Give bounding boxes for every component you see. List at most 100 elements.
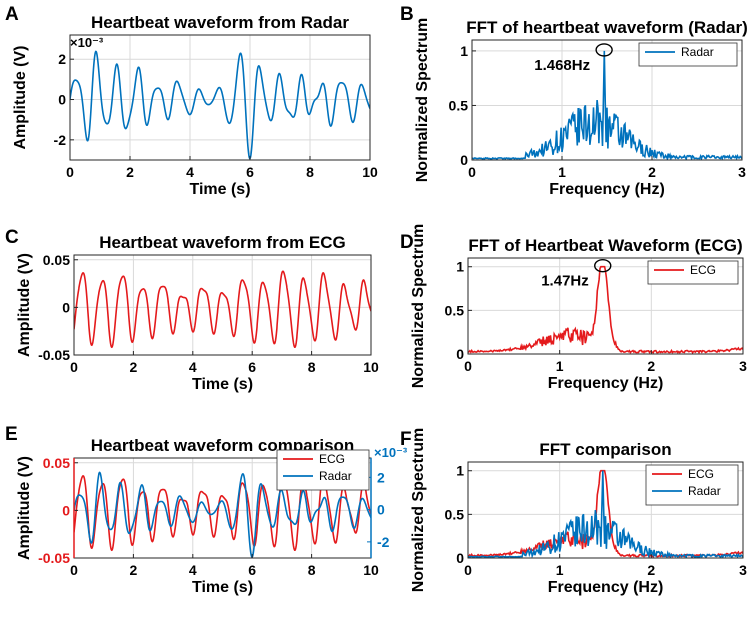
panel-a: A Heartbeat waveform from Radar 0 2 4 6 8 10 -2 0…	[5, 4, 378, 198]
legend-box	[647, 260, 739, 285]
x-axis-label: Time (s)	[192, 579, 253, 596]
panel-label: B	[400, 4, 414, 25]
y-tick-label: 0.05	[43, 455, 70, 471]
x-tick-label: 8	[306, 164, 314, 180]
right-y-tick-label: -2	[377, 534, 390, 550]
legend-box	[638, 42, 738, 67]
y-tick-label: 0	[456, 346, 464, 362]
series-line-radar	[70, 50, 370, 160]
x-axis-label: Frequency (Hz)	[548, 579, 664, 596]
legend-entry-ecg: ECG	[319, 452, 345, 466]
y-tick-label: 0.5	[449, 97, 469, 113]
panel-d: D FFT of Heartbeat Waveform (ECG) 0 1 2 3 0 0.5…	[400, 224, 747, 392]
y-tick-label: -0.05	[38, 550, 70, 566]
y-tick-label: 2	[58, 51, 66, 67]
legend: ECG	[647, 260, 739, 285]
chart-title: FFT comparison	[539, 440, 671, 459]
panel-label: C	[5, 227, 19, 248]
y-tick-label: 1	[456, 463, 464, 479]
x-tick-label: 6	[246, 164, 254, 180]
x-tick-label: 3	[739, 562, 747, 578]
axes-frame	[467, 461, 744, 559]
x-axis-label: Frequency (Hz)	[548, 375, 664, 392]
y-tick-label: -0.05	[38, 347, 70, 363]
y-axis-label: Normalized Spectrum	[410, 428, 427, 592]
x-tick-label: 1	[556, 562, 564, 578]
x-tick-label: 1	[556, 358, 564, 374]
x-tick-label: 0	[70, 359, 78, 375]
panel-label: F	[400, 429, 412, 450]
x-tick-label: 8	[308, 562, 316, 578]
panel-label: A	[5, 4, 19, 25]
x-tick-label: 3	[738, 164, 746, 180]
x-axis-label: Time (s)	[189, 181, 250, 198]
y-tick-label: 1	[460, 43, 468, 59]
chart-title: FFT of Heartbeat Waveform (ECG)	[468, 236, 742, 255]
x-tick-label: 4	[189, 562, 197, 578]
series-line-radar	[468, 470, 743, 558]
legend-entry-radar: Radar	[688, 484, 721, 498]
peak-marker	[594, 259, 612, 273]
y-tick-label: 0.05	[43, 252, 70, 268]
right-y-tick-label: 2	[377, 469, 385, 485]
chart-title: FFT of heartbeat waveform (Radar)	[466, 18, 748, 37]
y-axis-label: Normalized Spectrum	[414, 18, 431, 182]
panel-c: C Heartbeat waveform from ECG 0 2 4 6 8 10 -0.05…	[5, 227, 379, 393]
x-tick-label: 0	[70, 562, 78, 578]
x-tick-label: 2	[130, 359, 138, 375]
x-tick-label: 0	[468, 164, 476, 180]
x-tick-label: 3	[739, 358, 747, 374]
axes-frame	[73, 254, 372, 356]
y-tick-label: -2	[54, 132, 67, 148]
legend-box	[645, 464, 739, 506]
right-axis-exponent: ×10⁻³	[374, 445, 408, 460]
x-tick-label: 2	[647, 562, 655, 578]
x-tick-label: 0	[464, 562, 472, 578]
peak-marker	[595, 43, 613, 57]
panel-b: B FFT of heartbeat waveform (Radar) 0 1 2 3 0 0…	[400, 4, 748, 198]
axes-frame	[471, 39, 743, 161]
x-axis-label: Time (s)	[192, 376, 253, 393]
x-tick-label: 0	[464, 358, 472, 374]
x-tick-label: 10	[363, 359, 379, 375]
y-tick-label: 1	[456, 259, 464, 275]
y-tick-label: 0	[460, 152, 468, 168]
legend: Radar	[638, 42, 738, 67]
x-tick-label: 8	[308, 359, 316, 375]
y-tick-label: 0	[62, 299, 70, 315]
y-tick-label: 0	[62, 502, 70, 518]
chart-title: Heartbeat waveform from Radar	[91, 13, 349, 32]
y-axis-label: Amplitude (V)	[12, 46, 29, 150]
y-axis-label: Amplitude (V)	[16, 253, 33, 357]
legend: ECG Radar	[276, 449, 370, 491]
x-axis-label: Frequency (Hz)	[549, 181, 665, 198]
x-tick-label: 0	[66, 164, 74, 180]
series-line-ecg	[468, 469, 743, 558]
legend: ECG Radar	[645, 464, 739, 506]
legend-entry-ecg: ECG	[690, 263, 716, 277]
x-tick-label: 2	[648, 164, 656, 180]
x-tick-label: 2	[130, 562, 138, 578]
x-tick-label: 6	[248, 359, 256, 375]
x-tick-label: 1	[558, 164, 566, 180]
axes-frame	[467, 257, 744, 355]
x-tick-label: 10	[363, 562, 379, 578]
y-axis-label: Amplitude (V)	[16, 456, 33, 560]
x-tick-label: 6	[248, 562, 256, 578]
peak-annotation: 1.468Hz	[534, 57, 590, 74]
peak-annotation: 1.47Hz	[541, 273, 589, 290]
y-tick-label: 0.5	[445, 302, 465, 318]
legend-entry-radar: Radar	[319, 469, 352, 483]
x-tick-label: 2	[647, 358, 655, 374]
chart-title: Heartbeat waveform from ECG	[99, 233, 346, 252]
panel-label: D	[400, 232, 414, 253]
x-tick-label: 10	[362, 164, 378, 180]
series-line-radar	[74, 471, 371, 558]
legend-box	[276, 449, 370, 491]
series-line-radar	[472, 50, 742, 160]
series-line-ecg	[74, 270, 371, 349]
y-tick-label: 0	[456, 550, 464, 566]
